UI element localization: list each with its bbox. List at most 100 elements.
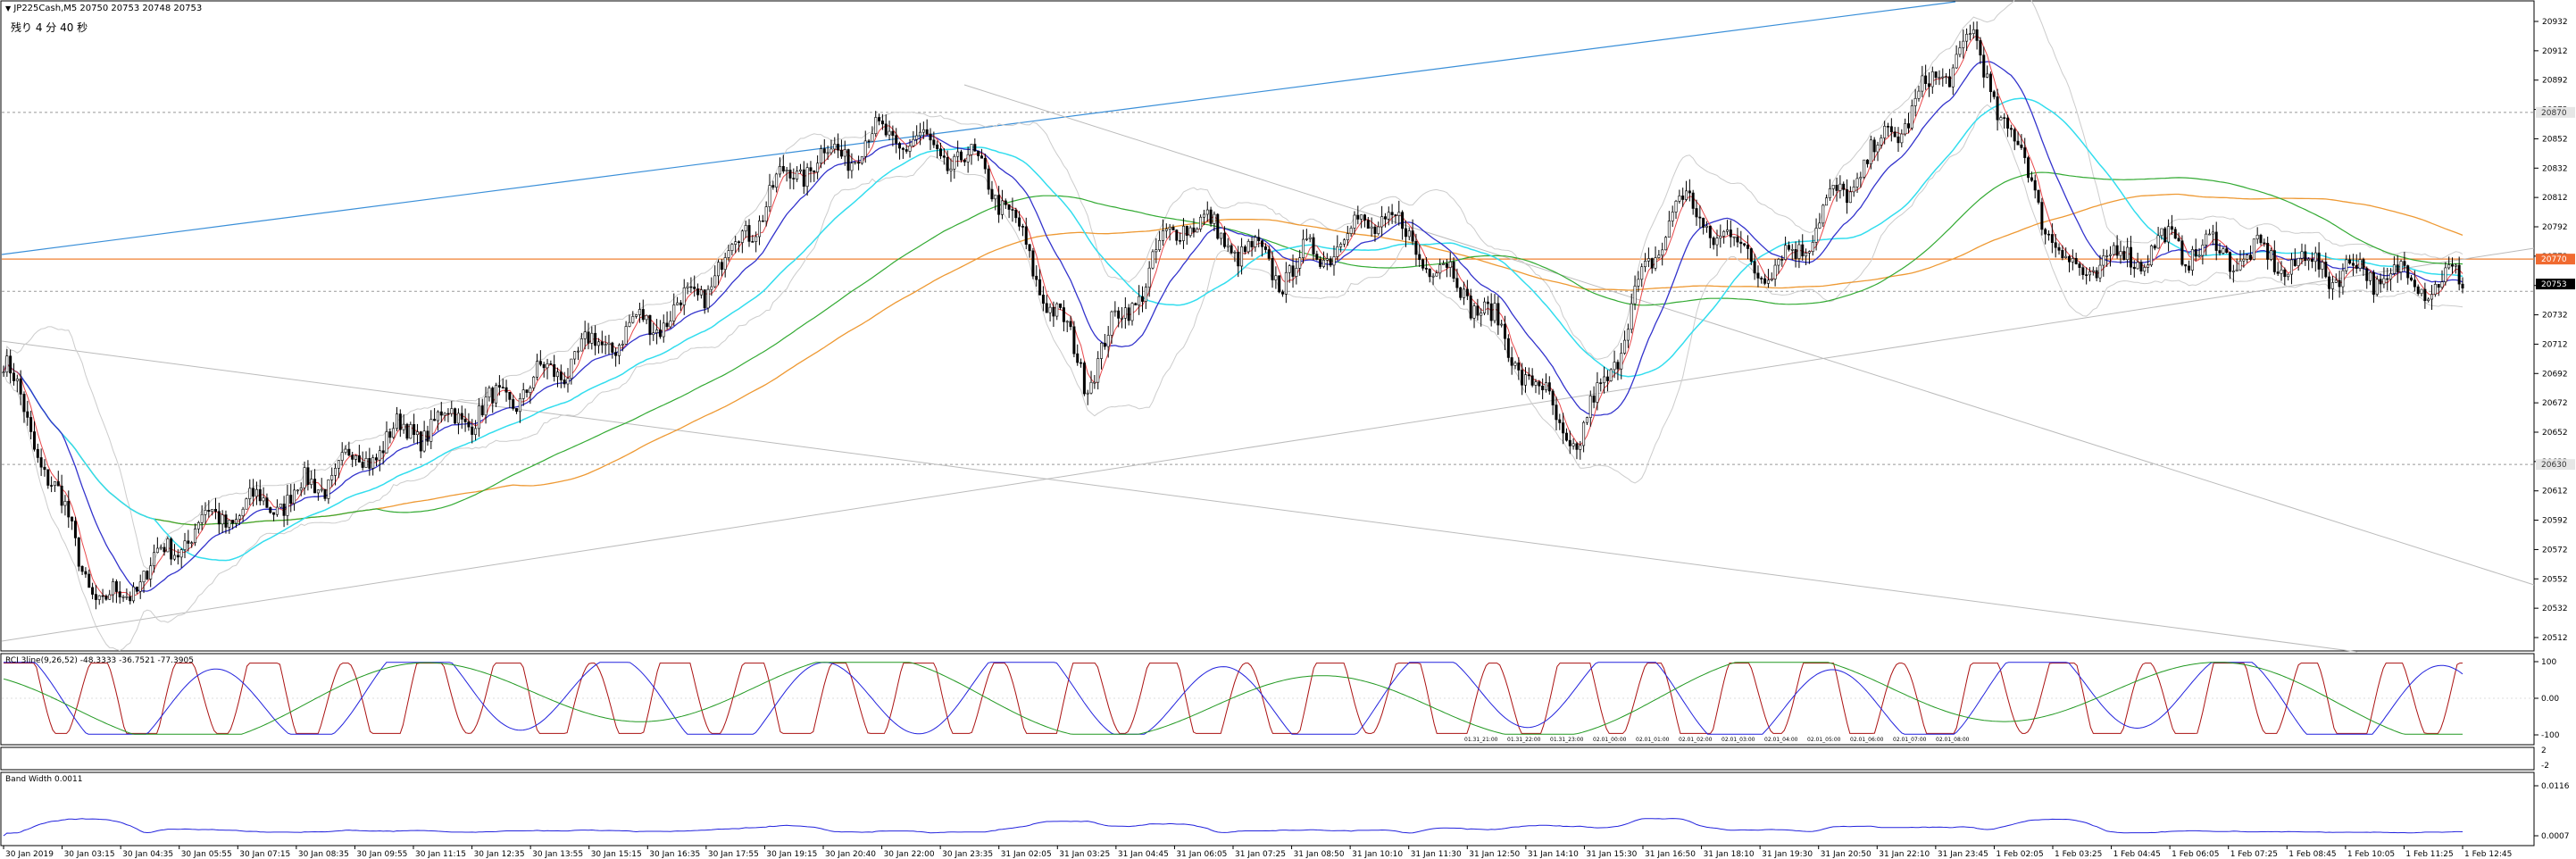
candle-body: [573, 351, 577, 360]
candle-body: [1246, 241, 1250, 253]
candle-body: [2270, 250, 2273, 260]
candle-body: [1887, 126, 1890, 128]
candle-body: [600, 341, 604, 346]
candle-body: [891, 130, 895, 137]
candle-body: [1674, 200, 1678, 213]
candle-body: [826, 152, 829, 154]
candle-body: [36, 448, 39, 458]
candle-body: [1982, 54, 1986, 78]
candle-body: [392, 428, 396, 438]
candle-body: [1213, 213, 1216, 224]
candle-body: [471, 426, 474, 435]
candle-body: [2020, 144, 2023, 148]
candle-body: [39, 457, 43, 468]
candle-body: [2156, 235, 2160, 249]
rci-mid-line: [4, 662, 2463, 735]
candle-body: [1380, 216, 1384, 228]
candle-body: [1558, 419, 1562, 423]
rci-time-mark: 02.01_01:00: [1636, 737, 1670, 743]
candle-body: [484, 396, 488, 416]
candle-body: [590, 332, 594, 344]
candle-body: [628, 321, 631, 327]
candle-body: [2289, 259, 2293, 275]
candle-body: [2369, 271, 2372, 281]
candle-body: [1685, 190, 1688, 200]
time-label: 1 Feb 02:05: [1996, 850, 2043, 859]
candle-body: [1729, 229, 1732, 238]
candle-body: [2396, 264, 2399, 272]
candle-body: [1496, 303, 1500, 326]
candle-body: [1188, 227, 1192, 237]
candle-body: [2047, 233, 2051, 236]
candle-body: [254, 488, 258, 497]
candle-body: [990, 188, 994, 200]
candle-body: [1893, 131, 1897, 138]
candle-body: [2177, 238, 2180, 242]
price-label: 20672: [2542, 399, 2568, 408]
ma-green: [3, 171, 2463, 526]
bollinger-upper: [3, 0, 2463, 570]
candle-body: [816, 163, 820, 173]
candle-body: [1510, 357, 1513, 366]
candle-body: [970, 144, 973, 155]
candle-body: [204, 510, 207, 515]
candle-body: [676, 302, 679, 305]
candle-body: [1637, 279, 1640, 287]
price-label: 20812: [2542, 194, 2568, 203]
candle-body: [2423, 288, 2427, 301]
candle-body: [809, 167, 813, 171]
candle-body: [1671, 212, 1674, 221]
candle-body: [946, 156, 949, 171]
candle-body: [388, 431, 392, 438]
candle-body: [1045, 303, 1048, 313]
candle-body: [395, 413, 398, 430]
candle-body: [1904, 123, 1907, 135]
candle-body: [1667, 221, 1671, 238]
time-label: 30 Jan 12:35: [474, 850, 525, 859]
candle-body: [2108, 254, 2112, 256]
candle-body: [293, 489, 296, 505]
candle-body: [1605, 376, 1609, 381]
candle-body: [1319, 259, 1322, 267]
candle-body: [515, 408, 519, 413]
candle-body: [1435, 272, 1438, 277]
candle-body: [135, 586, 138, 592]
candle-body: [744, 225, 747, 232]
candle-body: [477, 405, 480, 430]
candle-body: [805, 167, 809, 188]
candle-body: [1859, 177, 1863, 179]
candle-body: [56, 481, 60, 487]
candle-body: [1766, 279, 1770, 284]
candle-body: [385, 431, 388, 454]
candle-body: [2170, 226, 2173, 230]
candle-body: [1048, 306, 1052, 313]
candle-body: [1155, 249, 1158, 253]
price-label: 20652: [2542, 429, 2568, 438]
candle-body: [2246, 254, 2249, 260]
candle-body: [129, 596, 132, 602]
price-scale: 2093220912208922087220852208322081220792…: [2534, 18, 2575, 643]
candle-body: [43, 466, 46, 471]
gray-trend-line-long: [1, 340, 2358, 653]
candle-body: [118, 591, 121, 597]
time-label: 30 Jan 05:55: [181, 850, 232, 859]
candle-body: [542, 363, 546, 369]
candle-body: [1291, 265, 1295, 277]
candle-body: [1117, 310, 1121, 319]
candle-body: [2328, 276, 2331, 289]
candle-body: [132, 586, 136, 602]
rci-time-mark: 01.31_22:00: [1507, 737, 1541, 743]
candle-body: [1271, 258, 1274, 280]
candle-body: [837, 144, 840, 151]
candle-body: [2205, 233, 2208, 246]
main-price-layer: [1, 0, 2535, 653]
candle-body: [1521, 370, 1524, 386]
candle-body: [1216, 213, 1220, 239]
candle-body: [323, 488, 327, 499]
candle-body: [1746, 245, 1749, 249]
candle-body: [357, 455, 361, 463]
candle-body: [723, 257, 727, 271]
candle-body: [1233, 252, 1237, 254]
collapse-triangle-icon[interactable]: ▼: [5, 4, 12, 13]
